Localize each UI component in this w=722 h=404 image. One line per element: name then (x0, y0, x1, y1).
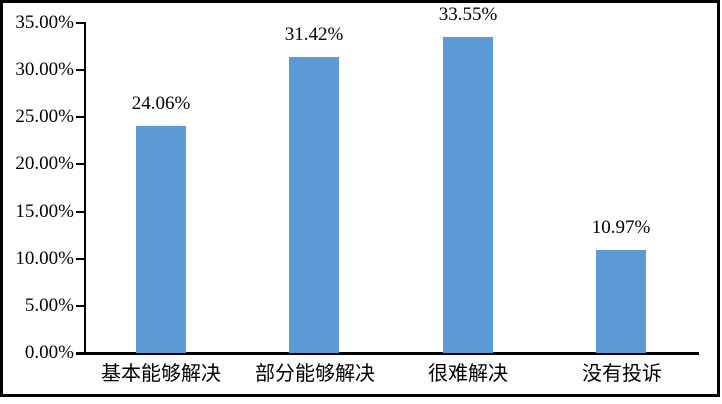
y-axis-tick-label: 30.00% (15, 59, 74, 81)
y-axis-tick-label: 5.00% (24, 294, 74, 316)
y-axis-tick (76, 69, 84, 72)
y-axis-tick (76, 304, 84, 307)
bar (443, 37, 493, 353)
y-axis-tick (76, 210, 84, 213)
x-axis-category-label: 很难解决 (428, 363, 508, 385)
x-axis-category-label: 部分能够解决 (255, 363, 375, 385)
bar-value-label: 31.42% (284, 24, 344, 45)
y-axis-tick (76, 116, 84, 119)
y-axis-tick (76, 257, 84, 260)
bar-value-label: 33.55% (438, 4, 498, 25)
bar (596, 250, 646, 353)
bar-value-label: 24.06% (131, 93, 191, 114)
bar (289, 57, 339, 353)
x-axis-category-label: 基本能够解决 (101, 363, 221, 385)
y-axis-tick (76, 163, 84, 166)
x-axis-line (76, 352, 699, 355)
y-axis-tick-label: 15.00% (15, 200, 74, 222)
y-axis-tick-label: 35.00% (15, 12, 74, 33)
y-axis-line (84, 22, 86, 355)
x-axis-category-label: 没有投诉 (582, 363, 662, 385)
bar-value-label: 10.97% (591, 217, 651, 238)
bar (136, 126, 186, 353)
y-axis-tick (76, 352, 84, 354)
y-axis-tick-label: 10.00% (15, 247, 74, 269)
y-axis-tick-label: 0.00% (24, 342, 74, 363)
y-axis-tick-label: 25.00% (15, 106, 74, 128)
y-axis-tick-label: 20.00% (15, 153, 74, 175)
y-axis-tick (76, 22, 84, 24)
